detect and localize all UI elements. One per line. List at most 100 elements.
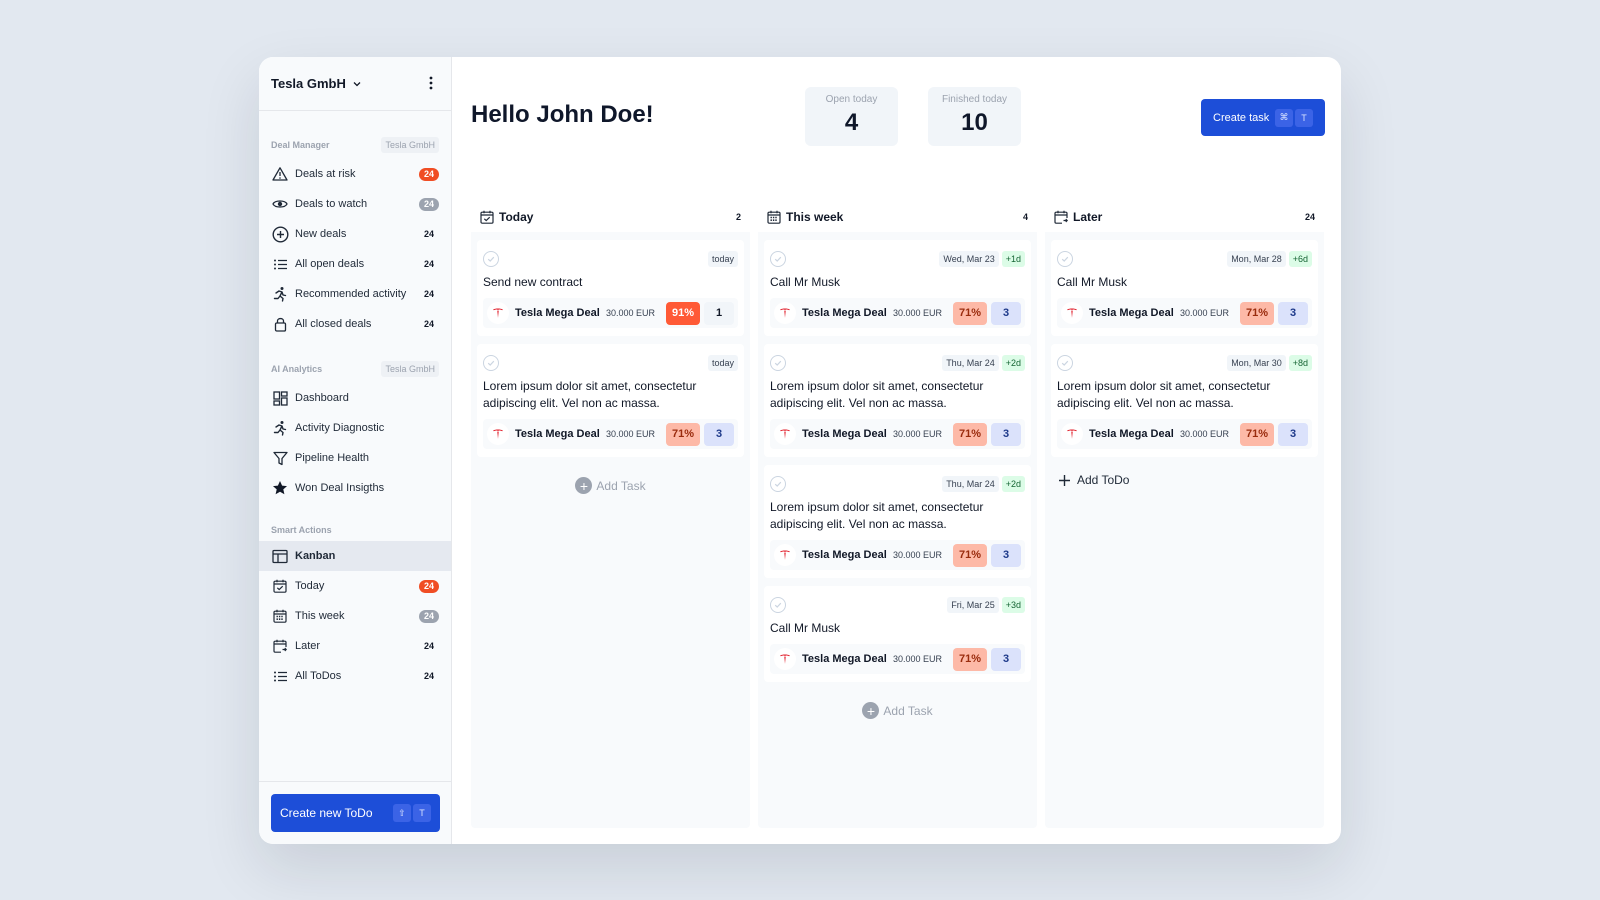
deal-row[interactable]: Tesla Mega Deal 30.000 EUR 71% 3 (483, 419, 738, 449)
calendar-later-icon (271, 637, 289, 655)
sidebar-item-this-week[interactable]: This week 24 (259, 601, 451, 631)
deal-row[interactable]: Tesla Mega Deal 30.000 EUR 71% 3 (770, 298, 1025, 328)
complete-checkbox[interactable] (483, 355, 499, 371)
sidebar-item-pipeline-health[interactable]: Pipeline Health (259, 443, 451, 473)
complete-checkbox[interactable] (770, 251, 786, 267)
deal-row[interactable]: Tesla Mega Deal 30.000 EUR 91% 1 (483, 298, 738, 328)
kanban-column-today: Today 2 today Send new contract Tesla Mega D… (471, 202, 750, 828)
sidebar-item-new-deals[interactable]: New deals 24 (259, 219, 451, 249)
plus-icon (1058, 474, 1071, 487)
deal-name: Tesla Mega Deal (802, 428, 887, 440)
sidebar-divider (259, 781, 451, 782)
complete-checkbox[interactable] (770, 355, 786, 371)
due-delta-chip: +6d (1288, 251, 1312, 267)
calendar-check-icon (480, 210, 494, 224)
add-task-button[interactable]: + Add Task (764, 702, 1031, 719)
command-key-icon: ⌘ (1275, 108, 1293, 127)
workspace-switcher[interactable]: Tesla GmbH (259, 57, 451, 111)
complete-checkbox[interactable] (483, 251, 499, 267)
add-task-button[interactable]: + Add Task (477, 477, 744, 494)
more-vertical-icon[interactable] (423, 76, 439, 92)
add-todo-button[interactable]: Add ToDo (1051, 473, 1318, 487)
chevron-down-icon[interactable] (351, 78, 363, 90)
sidebar-item-deals-to-watch[interactable]: Deals to watch 24 (259, 189, 451, 219)
runner-icon (271, 419, 289, 437)
sidebar-item-all-closed-deals[interactable]: All closed deals 24 (259, 309, 451, 339)
calendar-later-icon (1054, 210, 1068, 224)
deal-amount: 30.000 EUR (892, 308, 942, 318)
sidebar-item-today[interactable]: Today 24 (259, 571, 451, 601)
task-card-header: today (483, 353, 738, 373)
kanban-icon (271, 547, 289, 565)
due-delta-chip: +8d (1288, 355, 1312, 371)
stat-open-today: Open today 4 (805, 87, 898, 146)
deal-amount: 30.000 EUR (892, 550, 942, 560)
column-header: Later 24 (1045, 202, 1324, 232)
deal-row[interactable]: Tesla Mega Deal 30.000 EUR 71% 3 (770, 540, 1025, 570)
sidebar-item-dashboard[interactable]: Dashboard (259, 383, 451, 413)
deal-row[interactable]: Tesla Mega Deal 30.000 EUR 71% 3 (1057, 298, 1312, 328)
task-card-header: Mon, Mar 28 +6d (1057, 249, 1312, 269)
task-card[interactable]: today Send new contract Tesla Mega Deal 30.… (477, 240, 744, 336)
deal-amount: 30.000 EUR (892, 654, 942, 664)
check-circle-icon (1060, 358, 1070, 368)
activity-count-badge: 3 (1278, 422, 1308, 446)
column-count: 24 (1304, 212, 1315, 222)
activity-count-badge: 3 (991, 422, 1021, 446)
deal-amount: 30.000 EUR (605, 308, 655, 318)
deal-amount: 30.000 EUR (1179, 429, 1229, 439)
due-date-chip: Thu, Mar 24 (942, 476, 999, 492)
stat-finished-today: Finished today 10 (928, 87, 1021, 146)
column-count: 2 (735, 212, 741, 222)
check-circle-icon (486, 254, 496, 264)
sidebar-item-all-todos[interactable]: All ToDos 24 (259, 661, 451, 691)
sidebar-item-recommended-activity[interactable]: Recommended activity 24 (259, 279, 451, 309)
eye-icon (271, 195, 289, 213)
task-card[interactable]: Wed, Mar 23 +1d Call Mr Musk Tesla Mega Dea… (764, 240, 1031, 336)
dashboard-icon (271, 389, 289, 407)
deal-name: Tesla Mega Deal (1089, 307, 1174, 319)
sidebar-nav: Deal Manager Tesla GmbH Deals at risk 24 Dea… (259, 137, 451, 691)
shortcut-hint: ⇧ T (393, 804, 431, 822)
task-card[interactable]: Mon, Mar 28 +6d Call Mr Musk Tesla Mega Dea… (1051, 240, 1318, 336)
activity-count-badge: 1 (704, 301, 734, 325)
complete-checkbox[interactable] (1057, 355, 1073, 371)
count-badge: 24 (423, 228, 434, 239)
t-key: T (1295, 108, 1313, 127)
sidebar-item-all-open-deals[interactable]: All open deals 24 (259, 249, 451, 279)
sidebar-item-deals-at-risk[interactable]: Deals at risk 24 (259, 159, 451, 189)
activity-count-badge: 3 (991, 301, 1021, 325)
plus-circle-icon: + (862, 702, 880, 719)
due-delta-chip: +1d (1001, 251, 1025, 267)
count-badge: 24 (423, 318, 434, 329)
task-card[interactable]: Thu, Mar 24 +2d Lorem ipsum dolor sit amet… (764, 344, 1031, 457)
deal-row[interactable]: Tesla Mega Deal 30.000 EUR 71% 3 (1057, 419, 1312, 449)
probability-badge: 71% (952, 647, 987, 671)
count-badge: 24 (423, 258, 434, 269)
sidebar-item-label: Won Deal Insigths (295, 482, 385, 494)
complete-checkbox[interactable] (1057, 251, 1073, 267)
task-card[interactable]: today Lorem ipsum dolor sit amet, consect… (477, 344, 744, 457)
task-title: Call Mr Musk (1057, 275, 1128, 289)
sidebar-item-won-deal-insigths[interactable]: Won Deal Insigths (259, 473, 451, 503)
task-card[interactable]: Mon, Mar 30 +8d Lorem ipsum dolor sit amet… (1051, 344, 1318, 457)
task-card[interactable]: Fri, Mar 25 +3d Call Mr Musk Tesla Mega Dea… (764, 586, 1031, 682)
sidebar-item-kanban[interactable]: Kanban (259, 541, 451, 571)
sidebar-item-activity-diagnostic[interactable]: Activity Diagnostic (259, 413, 451, 443)
sidebar-item-later[interactable]: Later 24 (259, 631, 451, 661)
activity-count-badge: 3 (991, 543, 1021, 567)
create-new-todo-button[interactable]: Create new ToDo ⇧ T (271, 794, 440, 832)
task-card-header: Wed, Mar 23 +1d (770, 249, 1025, 269)
deal-row[interactable]: Tesla Mega Deal 30.000 EUR 71% 3 (770, 419, 1025, 449)
tesla-logo-icon (774, 302, 796, 324)
due-date-chip: Mon, Mar 28 (1227, 251, 1286, 267)
create-task-button[interactable]: Create task ⌘ T (1201, 99, 1325, 136)
complete-checkbox[interactable] (770, 476, 786, 492)
deal-row[interactable]: Tesla Mega Deal 30.000 EUR 71% 3 (770, 644, 1025, 674)
task-card[interactable]: Thu, Mar 24 +2d Lorem ipsum dolor sit amet… (764, 465, 1031, 578)
sidebar-section-tag: Tesla GmbH (381, 137, 439, 153)
complete-checkbox[interactable] (770, 597, 786, 613)
due-date-chip: Wed, Mar 23 (939, 251, 999, 267)
check-circle-icon (773, 358, 783, 368)
check-circle-icon (773, 479, 783, 489)
